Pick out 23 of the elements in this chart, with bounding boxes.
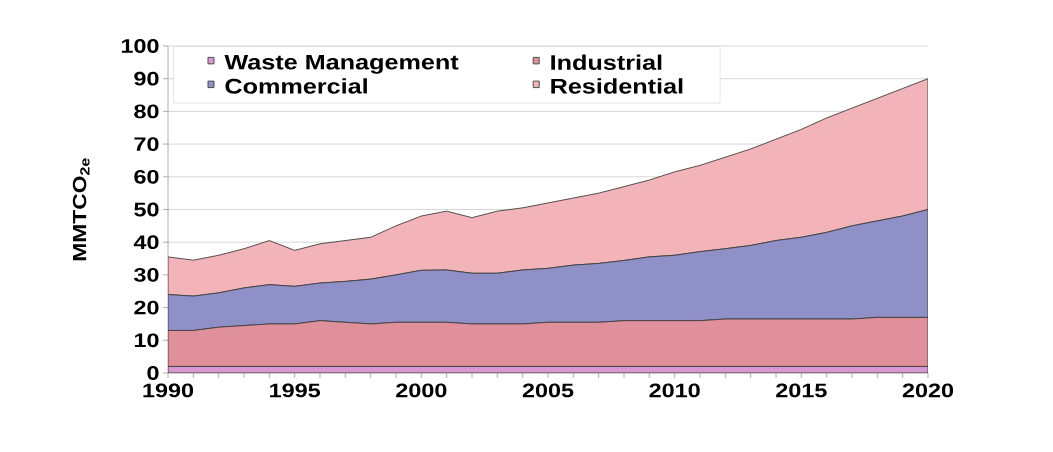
y-tick-label: 10 [134,333,159,348]
y-tick-label: 90 [134,71,159,86]
y-tick-label: 70 [134,137,159,151]
y-tick-label: 40 [133,235,159,250]
y-axis-title: MMTCO$_{2e}$ [72,158,90,261]
x-tick-label: 2020 [902,383,954,398]
legend-label: Industrial [551,54,662,70]
x-tick-label: 1995 [270,383,321,398]
y-tick-label: 50 [134,202,159,217]
legend-label: Residential [551,78,683,94]
y-tick-label: 60 [134,169,159,184]
y-tick-label: 80 [134,104,159,119]
x-tick-label: 2015 [776,383,827,398]
x-tick-label: 2010 [649,383,700,398]
x-tick-label: 1990 [143,383,194,398]
legend-label: Commercial [225,78,367,94]
legend-label: Waste Management [224,54,459,74]
y-tick-label: 0 [147,366,159,380]
y-tick-label: 30 [133,267,159,282]
x-tick-label: 2005 [522,383,574,398]
x-tick-label: 2000 [396,383,447,398]
y-tick-label: 20 [134,300,159,315]
y-tick-label: 100 [121,39,159,53]
